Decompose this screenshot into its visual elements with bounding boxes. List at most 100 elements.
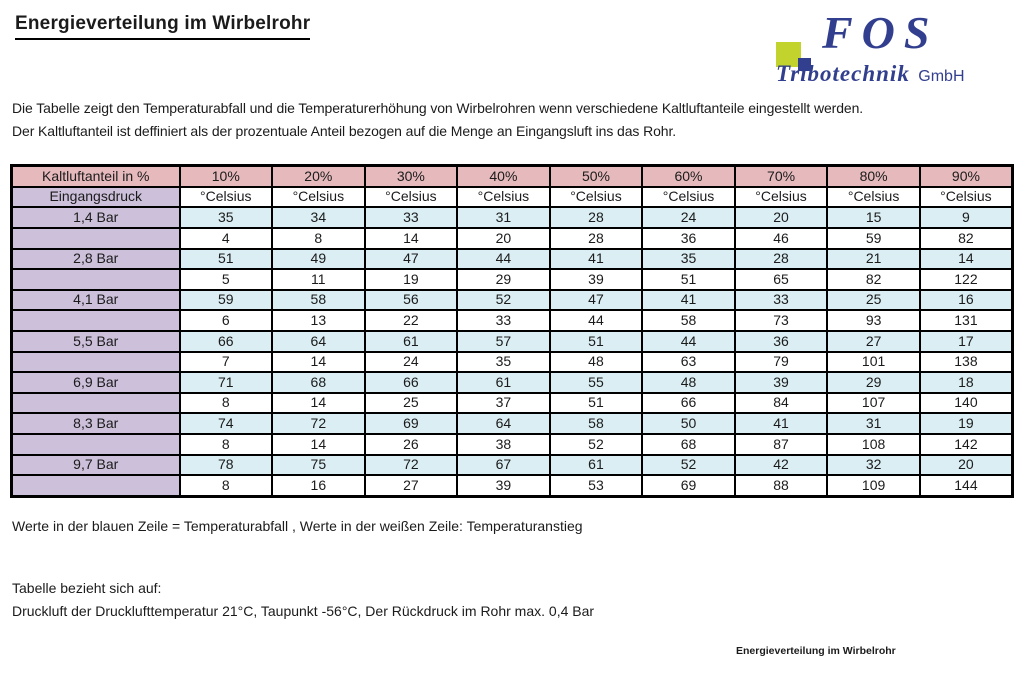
pressure-cell: 2,8 Bar: [10, 247, 181, 271]
temp-rise-cell: 87: [733, 433, 829, 456]
page-title: Energieverteilung im Wirbelrohr: [15, 13, 311, 40]
temp-drop-cell: 32: [826, 453, 921, 477]
logo-green-square-icon: [776, 42, 801, 67]
temp-drop-cell: 64: [456, 412, 551, 435]
temp-drop-cell: 35: [178, 206, 274, 229]
temp-rise-cell: 8: [178, 391, 274, 415]
temp-drop-cell: 16: [918, 288, 1014, 312]
table-row: 8 16 27 39 53 69 88 109 144: [10, 474, 1014, 498]
temp-rise-cell: 65: [733, 268, 829, 291]
temp-drop-cell: 28: [733, 247, 829, 271]
temp-rise-cell: 122: [918, 268, 1014, 291]
table-row: 8 14 25 37 51 66 84 107 140: [10, 391, 1014, 415]
temp-drop-cell: 35: [641, 247, 736, 271]
temp-rise-cell: 48: [548, 350, 644, 374]
table-row: 9,7 Bar 78 75 72 67 61 52 42 32 20: [10, 453, 1014, 477]
logo-subtitle: Tribotechnik GmbH: [776, 61, 965, 87]
temp-drop-cell: 33: [733, 288, 829, 312]
intro-line-2: Der Kaltluftanteil ist deffiniert als de…: [12, 123, 677, 139]
temp-rise-cell: 14: [271, 391, 366, 415]
temp-drop-cell: 21: [826, 247, 921, 271]
temp-drop-cell: 28: [548, 206, 644, 229]
temp-rise-cell: 52: [548, 433, 644, 456]
table-row: 6,9 Bar 71 68 66 61 55 48 39 29 18: [10, 371, 1014, 394]
temp-rise-cell: 24: [363, 350, 459, 374]
temp-rise-cell: 13: [271, 309, 366, 332]
temp-rise-cell: 25: [363, 391, 459, 415]
temp-rise-cell: 73: [733, 309, 829, 332]
table-row: 2,8 Bar 51 49 47 44 41 35 28 21 14: [10, 247, 1014, 271]
temp-rise-cell: 44: [548, 309, 644, 332]
pressure-cell: 4,1 Bar: [10, 288, 181, 312]
temp-drop-cell: 50: [641, 412, 736, 435]
temp-drop-cell: 58: [271, 288, 366, 312]
temp-rise-cell: 16: [271, 474, 366, 498]
pressure-spacer-cell: [10, 433, 181, 456]
temp-rise-cell: 28: [548, 226, 644, 250]
temp-drop-cell: 61: [548, 453, 644, 477]
temp-rise-cell: 131: [918, 309, 1014, 332]
temp-drop-cell: 51: [178, 247, 274, 271]
temp-rise-cell: 6: [178, 309, 274, 332]
temp-rise-cell: 109: [826, 474, 921, 498]
temp-drop-cell: 34: [271, 206, 366, 229]
temp-drop-cell: 18: [918, 371, 1014, 394]
table-row: 4,1 Bar 59 58 56 52 47 41 33 25 16: [10, 288, 1014, 312]
temp-drop-cell: 14: [918, 247, 1014, 271]
basis-title: Tabelle bezieht sich auf:: [12, 580, 162, 596]
temp-rise-cell: 140: [918, 391, 1014, 415]
table-row: Eingangsdruck °Celsius °Celsius °Celsius °Ce…: [10, 185, 1014, 209]
temp-drop-cell: 51: [548, 329, 644, 353]
temp-drop-cell: 44: [456, 247, 551, 271]
temp-rise-cell: 51: [641, 268, 736, 291]
temp-rise-cell: 35: [456, 350, 551, 374]
table-row: Kaltluftanteil in % 10% 20% 30% 40% 50% 60% 70%…: [10, 164, 1014, 188]
unit-cell: °Celsius: [548, 185, 644, 209]
temp-rise-cell: 36: [641, 226, 736, 250]
percent-header-cell: 10%: [178, 164, 274, 188]
temp-rise-cell: 4: [178, 226, 274, 250]
temp-rise-cell: 8: [271, 226, 366, 250]
temp-rise-cell: 53: [548, 474, 644, 498]
unit-cell: °Celsius: [363, 185, 459, 209]
unit-cell: °Celsius: [641, 185, 736, 209]
temp-drop-cell: 29: [826, 371, 921, 394]
temp-drop-cell: 67: [456, 453, 551, 477]
temp-rise-cell: 22: [363, 309, 459, 332]
temp-drop-cell: 75: [271, 453, 366, 477]
temp-rise-cell: 29: [456, 268, 551, 291]
temp-rise-cell: 107: [826, 391, 921, 415]
temp-rise-cell: 39: [456, 474, 551, 498]
table-row: 8,3 Bar 74 72 69 64 58 50 41 31 19: [10, 412, 1014, 435]
temp-rise-cell: 37: [456, 391, 551, 415]
temp-drop-cell: 20: [918, 453, 1014, 477]
percent-header-cell: 20%: [271, 164, 366, 188]
temp-rise-cell: 84: [733, 391, 829, 415]
temp-rise-cell: 19: [363, 268, 459, 291]
temp-drop-cell: 39: [733, 371, 829, 394]
temp-drop-cell: 41: [641, 288, 736, 312]
temp-drop-cell: 20: [733, 206, 829, 229]
temp-rise-cell: 66: [641, 391, 736, 415]
temp-rise-cell: 14: [271, 433, 366, 456]
temp-rise-cell: 108: [826, 433, 921, 456]
temp-rise-cell: 51: [548, 391, 644, 415]
basis-text: Druckluft der Drucklufttemperatur 21°C, …: [12, 603, 595, 619]
temp-rise-cell: 88: [733, 474, 829, 498]
temp-rise-cell: 93: [826, 309, 921, 332]
temp-rise-cell: 101: [826, 350, 921, 374]
temp-drop-cell: 59: [178, 288, 274, 312]
temp-drop-cell: 71: [178, 371, 274, 394]
pressure-cell: 9,7 Bar: [10, 453, 181, 477]
temp-drop-cell: 64: [271, 329, 366, 353]
temp-rise-cell: 82: [826, 268, 921, 291]
unit-cell: °Celsius: [826, 185, 921, 209]
temp-drop-cell: 31: [456, 206, 551, 229]
temp-drop-cell: 68: [271, 371, 366, 394]
pressure-cell: 5,5 Bar: [10, 329, 181, 353]
temp-rise-cell: 11: [271, 268, 366, 291]
unit-cell: °Celsius: [918, 185, 1014, 209]
logo-suffix-text: GmbH: [918, 68, 965, 85]
temp-rise-cell: 8: [178, 433, 274, 456]
temp-rise-cell: 33: [456, 309, 551, 332]
